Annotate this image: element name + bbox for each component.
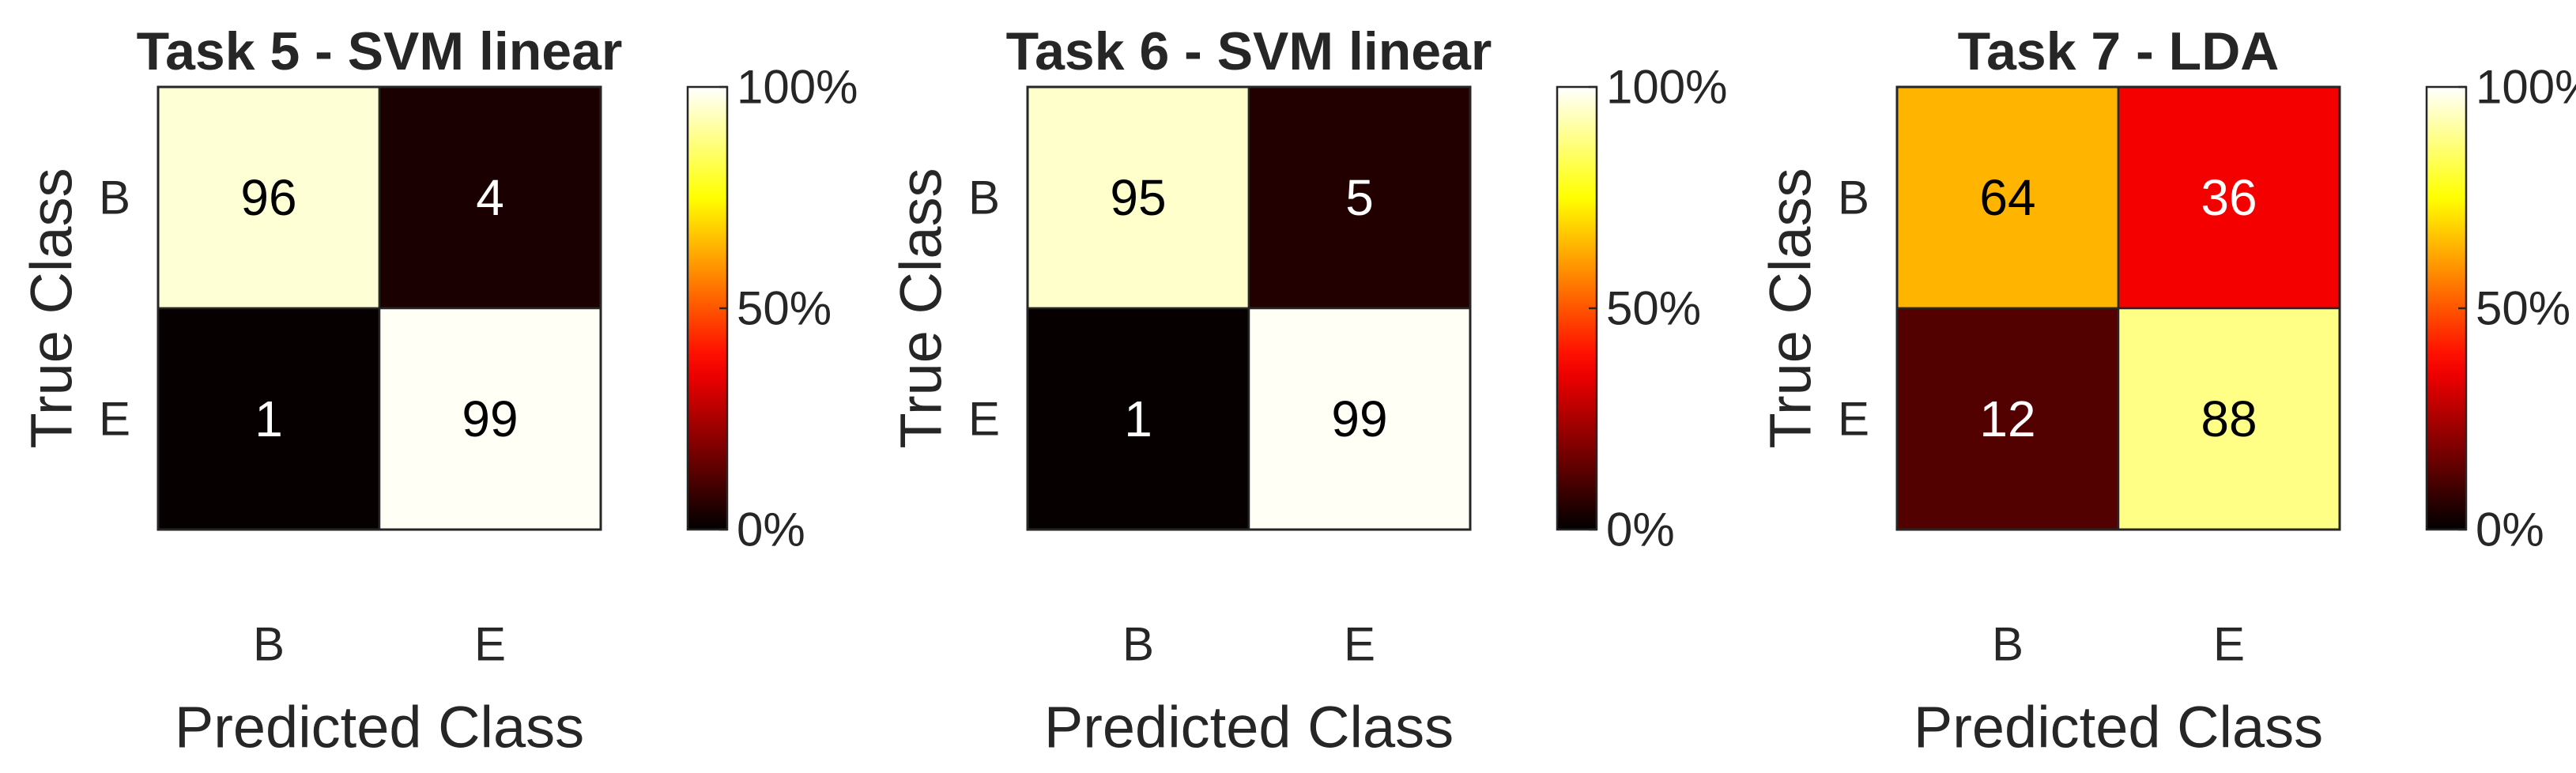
y-tick-label: B <box>968 172 1000 224</box>
colorbar-tick-label: 0% <box>1606 503 1675 556</box>
y-tick-label: B <box>1838 172 1869 224</box>
heatmap-cell <box>1895 307 2120 531</box>
heatmap-cell <box>1247 307 1472 531</box>
cell-value: 95 <box>1110 169 1166 226</box>
heatmap-cell <box>1247 85 1472 310</box>
x-axis-label: Predicted Class <box>175 695 584 760</box>
chart-title: Task 5 - SVM linear <box>137 21 623 81</box>
y-axis-label: True Class <box>19 168 85 448</box>
colorbar-tick-label: 50% <box>1606 282 1701 335</box>
colorbar-tick-label: 50% <box>737 282 832 335</box>
cell-value: 4 <box>476 169 504 226</box>
cell-value: 64 <box>1979 169 2035 226</box>
cell-value: 99 <box>462 390 518 447</box>
colorbar-tick-label: 0% <box>737 503 805 556</box>
cell-value: 88 <box>2201 390 2257 447</box>
cell-value: 99 <box>1331 390 1387 447</box>
heatmap-cell <box>1895 85 2120 310</box>
y-tick-label: E <box>99 393 130 446</box>
cell-value: 1 <box>255 390 283 447</box>
plot-border <box>1895 85 2341 531</box>
confusion-matrix-panel: Task 5 - SVM linear 96 4 1 99 B E B E Predicted C… <box>19 21 858 760</box>
colorbar-tick-label: 50% <box>2476 282 2570 335</box>
cell-value: 96 <box>240 169 296 226</box>
x-axis-label: Predicted Class <box>1044 695 1454 760</box>
x-tick-label: B <box>1122 618 1154 671</box>
x-axis-label: Predicted Class <box>1914 695 2323 760</box>
cell-value: 36 <box>2201 169 2257 226</box>
y-tick-label: E <box>968 393 1000 446</box>
x-tick-label: B <box>1992 618 2023 671</box>
heatmap-cell <box>378 85 602 310</box>
y-axis-label: True Class <box>1758 168 1824 448</box>
plot-border <box>157 85 602 531</box>
confusion-matrix-panel: Task 7 - LDA 64 36 12 88 B E B E Predicted Class T… <box>1758 21 2576 760</box>
y-axis-label: True Class <box>888 168 954 448</box>
x-tick-label: E <box>2213 618 2245 671</box>
cell-value: 12 <box>1979 390 2035 447</box>
x-tick-label: E <box>1344 618 1375 671</box>
heatmap-cell <box>2117 307 2341 531</box>
y-tick-label: E <box>1838 393 1869 446</box>
cell-value: 5 <box>1345 169 1374 226</box>
colorbar-tick-label: 100% <box>737 61 858 114</box>
cell-value: 1 <box>1124 390 1152 447</box>
chart-title: Task 6 - SVM linear <box>1006 21 1492 81</box>
colorbar-tick-label: 0% <box>2476 503 2544 556</box>
x-tick-label: E <box>474 618 506 671</box>
chart-title: Task 7 - LDA <box>1958 21 2280 81</box>
plot-border <box>1026 85 1472 531</box>
heatmap-cell <box>378 307 602 531</box>
heatmap-cell <box>157 85 381 310</box>
y-tick-label: B <box>99 172 130 224</box>
x-tick-label: B <box>253 618 285 671</box>
heatmap-cell <box>157 307 381 531</box>
colorbar-tick-label: 100% <box>1606 61 1727 114</box>
colorbar-tick-label: 100% <box>2476 61 2576 114</box>
confusion-matrix-panel: Task 6 - SVM linear 95 5 1 99 B E B E Predicted C… <box>888 21 1728 760</box>
